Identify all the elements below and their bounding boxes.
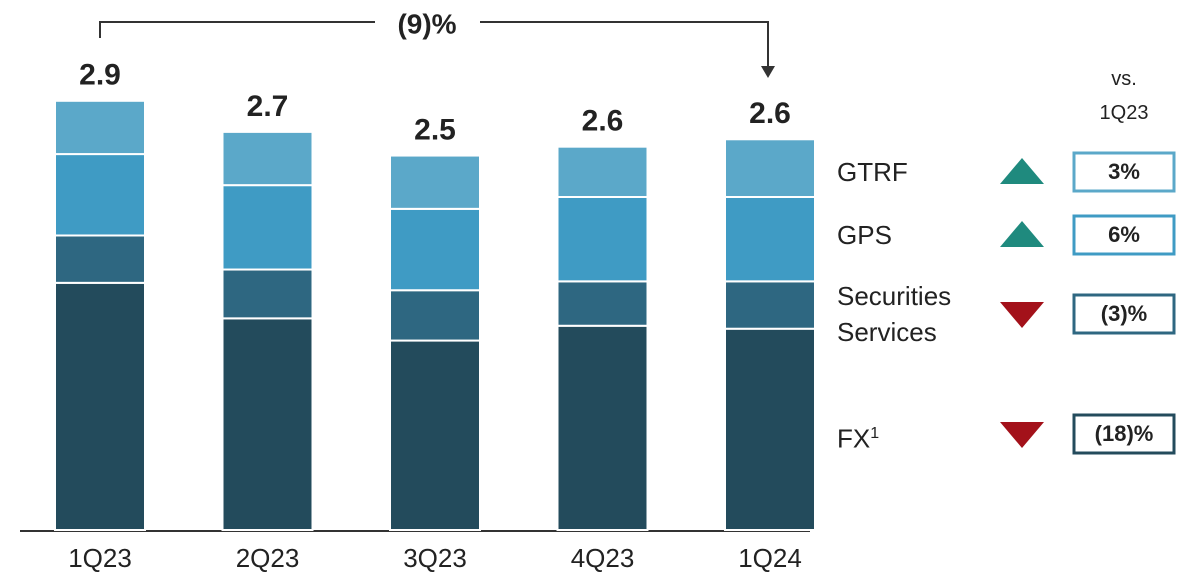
- total-label: 2.6: [582, 105, 624, 138]
- change-label: (3)%: [1101, 301, 1147, 326]
- down-triangle: [1000, 422, 1044, 448]
- change-label: 3%: [1108, 159, 1140, 184]
- change-box: [1072, 151, 1176, 193]
- change-box: [1072, 413, 1176, 455]
- x-tick-label: 3Q23: [403, 543, 467, 573]
- up-triangle: [1000, 158, 1044, 184]
- bar-segment: [389, 289, 481, 342]
- comparison-arrow: [761, 66, 775, 78]
- change-box: [1072, 293, 1176, 335]
- legend-label: GPS: [837, 217, 997, 253]
- bar-segment: [724, 138, 816, 198]
- down-triangle: [1000, 302, 1044, 328]
- bar-segment: [221, 184, 314, 271]
- total-label: 2.9: [79, 59, 121, 92]
- bar-segment: [221, 130, 314, 187]
- legend-name: FX: [837, 423, 871, 454]
- bar-segment: [556, 324, 649, 532]
- bar-segment: [556, 145, 649, 198]
- bar-segment: [54, 153, 146, 237]
- bar-segment: [221, 268, 314, 320]
- comparison-label: (9)%: [397, 8, 456, 39]
- x-tick-label: 4Q23: [571, 543, 635, 573]
- x-tick-label: 1Q23: [68, 543, 132, 573]
- bar-segment: [556, 196, 649, 283]
- bar-segment: [724, 280, 816, 330]
- bar-segment: [556, 280, 649, 327]
- x-tick-label: 1Q24: [738, 543, 802, 573]
- change-label: 6%: [1108, 222, 1140, 247]
- legend-label: GTRF: [837, 154, 997, 190]
- comparison-bracket: [99, 21, 769, 68]
- bar-segment: [724, 327, 816, 531]
- bar-segment: [54, 99, 146, 156]
- bar-segment: [54, 234, 146, 284]
- legend-name: GPS: [837, 220, 892, 250]
- total-label: 2.6: [749, 97, 791, 130]
- bar-segment: [389, 339, 481, 531]
- bar-segment: [54, 281, 146, 531]
- total-label: 2.7: [247, 90, 289, 123]
- total-label: 2.5: [414, 113, 456, 146]
- bar-segment: [724, 196, 816, 283]
- legend-label: Securities Services: [837, 278, 997, 350]
- legend-name: GTRF: [837, 157, 908, 187]
- bar-segment: [389, 207, 481, 292]
- bar-segment: [221, 317, 314, 531]
- up-triangle: [1000, 221, 1044, 247]
- bar-segment: [389, 154, 481, 210]
- legend-label: FX1: [837, 416, 997, 457]
- change-box: [1072, 214, 1176, 256]
- x-tick-label: 2Q23: [236, 543, 300, 573]
- legend-name: Securities Services: [837, 281, 952, 347]
- change-header: vs. 1Q23: [1099, 68, 1149, 124]
- footnote-marker: 1: [870, 425, 880, 442]
- change-label: (18)%: [1095, 421, 1154, 446]
